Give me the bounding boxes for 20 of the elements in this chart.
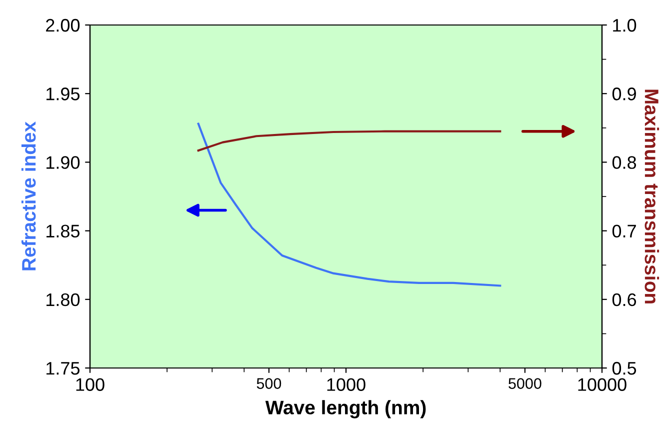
y2-tick-label: 1.0 xyxy=(613,18,636,32)
x-tick-label: 100 xyxy=(76,378,104,391)
y-tick-label: 2.00 xyxy=(46,18,80,32)
y2-axis-title: Maximum transmission xyxy=(644,90,660,304)
y-tick-label: 1.75 xyxy=(46,362,80,375)
y2-tick-label: 0.7 xyxy=(612,224,636,238)
y-tick-label: 1.80 xyxy=(46,293,80,306)
y-tick-label: 1.85 xyxy=(46,224,80,238)
y-tick-label: 1.90 xyxy=(46,156,80,169)
x-tick-label: 10000 xyxy=(578,378,626,391)
y2-tick-label: 0.6 xyxy=(612,293,636,306)
x-axis-title: Wave length (nm) xyxy=(265,400,426,418)
y-axis-title: Refractive index xyxy=(21,122,36,270)
y2-tick-label: 0.9 xyxy=(612,88,636,100)
y-tick-label: 1.95 xyxy=(46,88,80,100)
x-tick-label: 5000 xyxy=(508,378,542,389)
y2-tick-label: 0.8 xyxy=(612,156,636,169)
y2-tick-label: 0.5 xyxy=(612,362,636,375)
x-tick-label: 1000 xyxy=(327,378,366,391)
x-tick-label: 500 xyxy=(256,378,282,389)
